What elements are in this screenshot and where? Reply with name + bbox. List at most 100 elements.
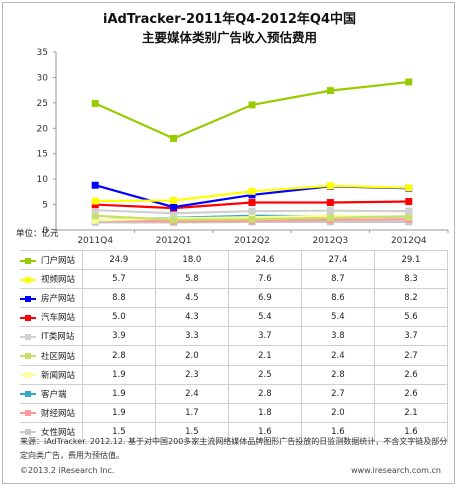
series-name-cell: 视频网站 bbox=[20, 269, 83, 290]
value-cell: 1.7 bbox=[155, 403, 229, 423]
y-tick-label: 25 bbox=[37, 99, 48, 109]
data-point bbox=[170, 203, 178, 211]
line-chart: 0 5 10 15 20 25 30 35 2011Q4 2012Q1 2012Q2 2012Q3 20… bbox=[37, 48, 449, 246]
series-name: 新闻网站 bbox=[41, 370, 76, 381]
legend-swatch bbox=[20, 257, 36, 265]
data-point bbox=[326, 199, 334, 207]
table-row: 门户网站 24.9 18.0 24.6 27.4 29.1 bbox=[20, 249, 449, 271]
legend-swatch bbox=[20, 371, 36, 379]
legend-swatch bbox=[20, 333, 36, 341]
copyright: ©2013.2 iResearch Inc. bbox=[20, 466, 115, 475]
table-row: 新闻网站 1.9 2.3 2.5 2.8 2.6 bbox=[20, 365, 449, 385]
data-point bbox=[248, 191, 256, 199]
data-point bbox=[91, 99, 99, 107]
value-cell: 2.5 bbox=[228, 365, 302, 385]
value-cell: 1.8 bbox=[228, 403, 302, 423]
series-name: 女性网站 bbox=[41, 427, 76, 438]
value-cell: 2.4 bbox=[155, 384, 229, 404]
value-cell: 2.7 bbox=[301, 384, 375, 404]
data-point bbox=[170, 134, 178, 142]
data-point bbox=[170, 209, 178, 217]
data-point bbox=[248, 187, 256, 195]
value-cell: 27.4 bbox=[301, 249, 375, 271]
data-point bbox=[91, 197, 99, 205]
data-point bbox=[326, 87, 334, 95]
legend-swatch bbox=[20, 276, 36, 284]
data-point bbox=[91, 216, 99, 224]
data-point bbox=[170, 197, 178, 205]
value-cell: 8.3 bbox=[374, 269, 449, 290]
series-line bbox=[94, 80, 409, 140]
data-point bbox=[405, 212, 413, 220]
series-name-cell: 社区网站 bbox=[20, 345, 83, 366]
data-point bbox=[326, 214, 334, 222]
table-row: 客户端 1.9 2.4 2.8 2.7 2.6 bbox=[20, 384, 449, 404]
value-cell: 2.6 bbox=[374, 365, 449, 385]
value-cell: 4.3 bbox=[155, 307, 229, 328]
x-tick-label: 2012Q4 bbox=[391, 236, 427, 246]
value-cell: 7.6 bbox=[228, 269, 302, 290]
value-cell: 5.4 bbox=[301, 307, 375, 328]
value-cell: 2.8 bbox=[82, 345, 156, 366]
data-point bbox=[91, 212, 99, 220]
value-cell: 24.6 bbox=[228, 249, 302, 271]
value-cell: 3.9 bbox=[82, 326, 156, 347]
series-name-cell: 女性网站 bbox=[20, 422, 83, 442]
value-cell: 18.0 bbox=[155, 249, 229, 271]
data-table: 门户网站 24.9 18.0 24.6 27.4 29.1 视频网站 5.7 5.8 7.6 8.7… bbox=[20, 249, 449, 442]
legend-swatch bbox=[20, 409, 36, 417]
series-name: 汽车网站 bbox=[41, 313, 76, 324]
value-cell: 3.8 bbox=[301, 326, 375, 347]
value-cell: 2.8 bbox=[301, 365, 375, 385]
y-tick-label: 10 bbox=[37, 175, 49, 185]
legend-swatch bbox=[20, 390, 36, 398]
value-cell: 2.3 bbox=[155, 365, 229, 385]
value-cell: 1.6 bbox=[301, 422, 375, 442]
value-cell: 4.5 bbox=[155, 288, 229, 309]
series-name-cell: 门户网站 bbox=[20, 249, 83, 271]
series-name: IT类网站 bbox=[41, 332, 75, 343]
x-tick-label: 2011Q4 bbox=[77, 236, 113, 246]
series-name-cell: 新闻网站 bbox=[20, 365, 83, 385]
y-tick-label: 20 bbox=[37, 124, 49, 134]
x-tick-label: 2012Q1 bbox=[156, 236, 192, 246]
table-row: 社区网站 2.8 2.0 2.1 2.4 2.7 bbox=[20, 345, 449, 366]
y-tick-label: 5 bbox=[42, 201, 48, 211]
x-tick-label: 2012Q2 bbox=[234, 236, 270, 246]
source-note: 来源：iAdTracker. 2012.12. 基于对中国200多家主流网络媒体… bbox=[20, 437, 448, 460]
legend-swatch bbox=[20, 428, 36, 436]
data-point bbox=[248, 101, 256, 109]
value-cell: 8.6 bbox=[301, 288, 375, 309]
value-cell: 5.0 bbox=[82, 307, 156, 328]
series-name-cell: 财经网站 bbox=[20, 403, 83, 423]
value-cell: 6.9 bbox=[228, 288, 302, 309]
data-point bbox=[248, 207, 256, 215]
value-cell: 1.6 bbox=[374, 422, 449, 442]
value-cell: 3.7 bbox=[374, 326, 449, 347]
x-tick-label: 2012Q3 bbox=[313, 236, 349, 246]
series-name: 财经网站 bbox=[41, 408, 76, 419]
value-cell: 8.2 bbox=[374, 288, 449, 309]
series-name: 客户端 bbox=[41, 389, 67, 400]
value-cell: 1.9 bbox=[82, 403, 156, 423]
series-name: 房产网站 bbox=[41, 294, 76, 305]
value-cell: 2.6 bbox=[374, 384, 449, 404]
unit-label: 单位：亿元 bbox=[16, 229, 59, 239]
table-row: 女性网站 1.5 1.5 1.6 1.6 1.6 bbox=[20, 422, 449, 442]
data-point bbox=[91, 201, 99, 209]
value-cell: 29.1 bbox=[374, 249, 449, 271]
series-name-cell: 房产网站 bbox=[20, 288, 83, 309]
value-cell: 2.0 bbox=[155, 345, 229, 366]
value-cell: 5.8 bbox=[155, 269, 229, 290]
y-tick-label: 30 bbox=[37, 73, 49, 83]
data-point bbox=[405, 184, 413, 192]
table-row: 房产网站 8.8 4.5 6.9 8.6 8.2 bbox=[20, 288, 449, 309]
data-point bbox=[248, 199, 256, 207]
value-cell: 2.1 bbox=[374, 403, 449, 423]
y-tick-label: 15 bbox=[37, 150, 48, 160]
data-point bbox=[405, 198, 413, 206]
chart-title: iAdTracker-2011年Q4-2012年Q4中国 bbox=[102, 12, 357, 27]
y-tick-label: 0 bbox=[42, 226, 48, 236]
value-cell: 5.6 bbox=[374, 307, 449, 328]
chart-frame bbox=[2, 2, 455, 484]
